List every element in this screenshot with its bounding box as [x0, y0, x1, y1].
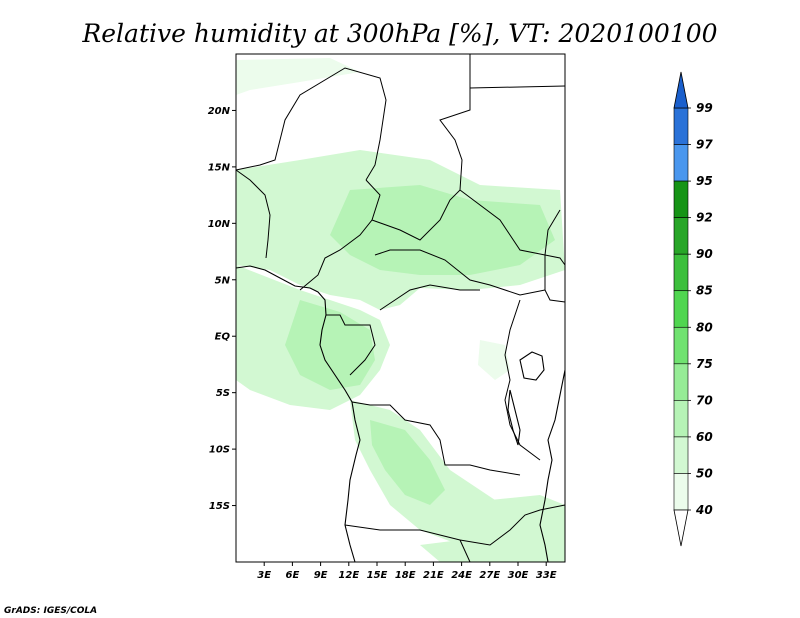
colorbar-label: 90 — [696, 247, 713, 261]
lake-tanganyika — [507, 389, 521, 446]
lon-tick-label: 18E — [395, 570, 416, 581]
lat-tick-label: EQ — [215, 332, 231, 343]
colorbar-bin — [673, 473, 689, 511]
colorbar-label: 40 — [695, 503, 713, 517]
colorbar-bin — [673, 217, 689, 255]
coastline-east-africa — [539, 369, 566, 563]
lat-tick-label: 15S — [209, 501, 230, 512]
humidity-area-sahel-core — [330, 185, 555, 275]
credit-label: GrADS: IGES/COLA — [4, 606, 97, 616]
border-sahel — [299, 179, 381, 291]
colorbar-label: 95 — [696, 174, 713, 188]
lat-tick-label: 5S — [216, 388, 230, 399]
border-west-sahel — [235, 169, 271, 259]
lat-tick-label: 5N — [215, 275, 231, 286]
colorbar-label: 85 — [696, 284, 713, 298]
colorbar-label: 70 — [696, 393, 713, 407]
chart-title: Relative humidity at 300hPa [%], VT: 202… — [81, 19, 717, 48]
colorbar-bin — [673, 253, 689, 292]
border-north-3 — [469, 85, 566, 89]
colorbar-bin — [673, 436, 689, 474]
colorbar-bin — [673, 144, 689, 182]
colorbar-bin — [673, 180, 689, 218]
lat-tick-label: 10N — [208, 219, 231, 230]
lon-tick-label: 9E — [314, 570, 328, 581]
colorbar-label: 92 — [696, 211, 713, 225]
colorbar-max-triangle — [673, 71, 689, 109]
border-horn — [544, 209, 566, 303]
border-angola-north — [351, 401, 521, 476]
humidity-area-west-core — [285, 300, 375, 390]
map-frame — [235, 53, 566, 563]
border-north-1 — [235, 67, 387, 181]
lat-tick-label: 10S — [209, 445, 230, 456]
map-axis-ticks — [232, 109, 547, 566]
lat-tick-label: 15N — [208, 162, 231, 173]
colorbar-bin — [673, 400, 689, 438]
border-central-1 — [371, 189, 566, 266]
lon-tick-label: 12E — [338, 570, 359, 581]
coastlines-and-borders — [235, 54, 566, 563]
border-angola-south — [344, 504, 566, 546]
humidity-area-east — [478, 340, 510, 380]
longitude-labels: 3E 6E 9E 12E 15E 18E 21E 24E 27E 30E 33E — [257, 570, 556, 581]
colorbar: 99 97 95 92 90 85 80 75 70 60 50 40 — [673, 71, 713, 547]
lon-tick-label: 30E — [508, 570, 529, 581]
lon-tick-label: 3E — [257, 570, 271, 581]
colorbar-label: 60 — [696, 430, 713, 444]
colorbar-label: 99 — [696, 101, 713, 115]
colorbar-label: 75 — [696, 357, 713, 371]
lon-tick-label: 24E — [451, 570, 472, 581]
lon-tick-label: 33E — [536, 570, 557, 581]
lat-tick-label: 20N — [208, 106, 231, 117]
border-gabon-congo — [326, 314, 376, 376]
colorbar-label: 97 — [696, 138, 713, 152]
lon-tick-label: 27E — [479, 570, 500, 581]
coastline-west-africa — [235, 265, 361, 563]
humidity-area-southwest-core — [370, 420, 445, 505]
colorbar-bin — [673, 290, 689, 328]
border-southern — [459, 539, 471, 563]
colorbar-bin — [673, 363, 689, 401]
map-panel — [235, 53, 566, 563]
border-central-3 — [379, 284, 480, 311]
lon-tick-label: 15E — [367, 570, 388, 581]
colorbar-bin — [673, 326, 689, 365]
humidity-area-north — [236, 58, 360, 95]
lon-tick-label: 6E — [286, 570, 300, 581]
border-north-2 — [439, 54, 471, 191]
colorbar-min-triangle — [673, 509, 689, 547]
colorbar-label: 50 — [696, 466, 713, 480]
lake-victoria — [519, 351, 545, 381]
border-drc-east — [504, 299, 541, 461]
latitude-labels: 20N 15N 10N 5N EQ 5S 10S 15S — [208, 106, 231, 512]
lon-tick-label: 21E — [423, 570, 444, 581]
humidity-area-southeast — [420, 495, 565, 562]
colorbar-label: 80 — [696, 320, 713, 334]
colorbar-bin — [673, 107, 689, 145]
border-central-2 — [374, 249, 546, 296]
